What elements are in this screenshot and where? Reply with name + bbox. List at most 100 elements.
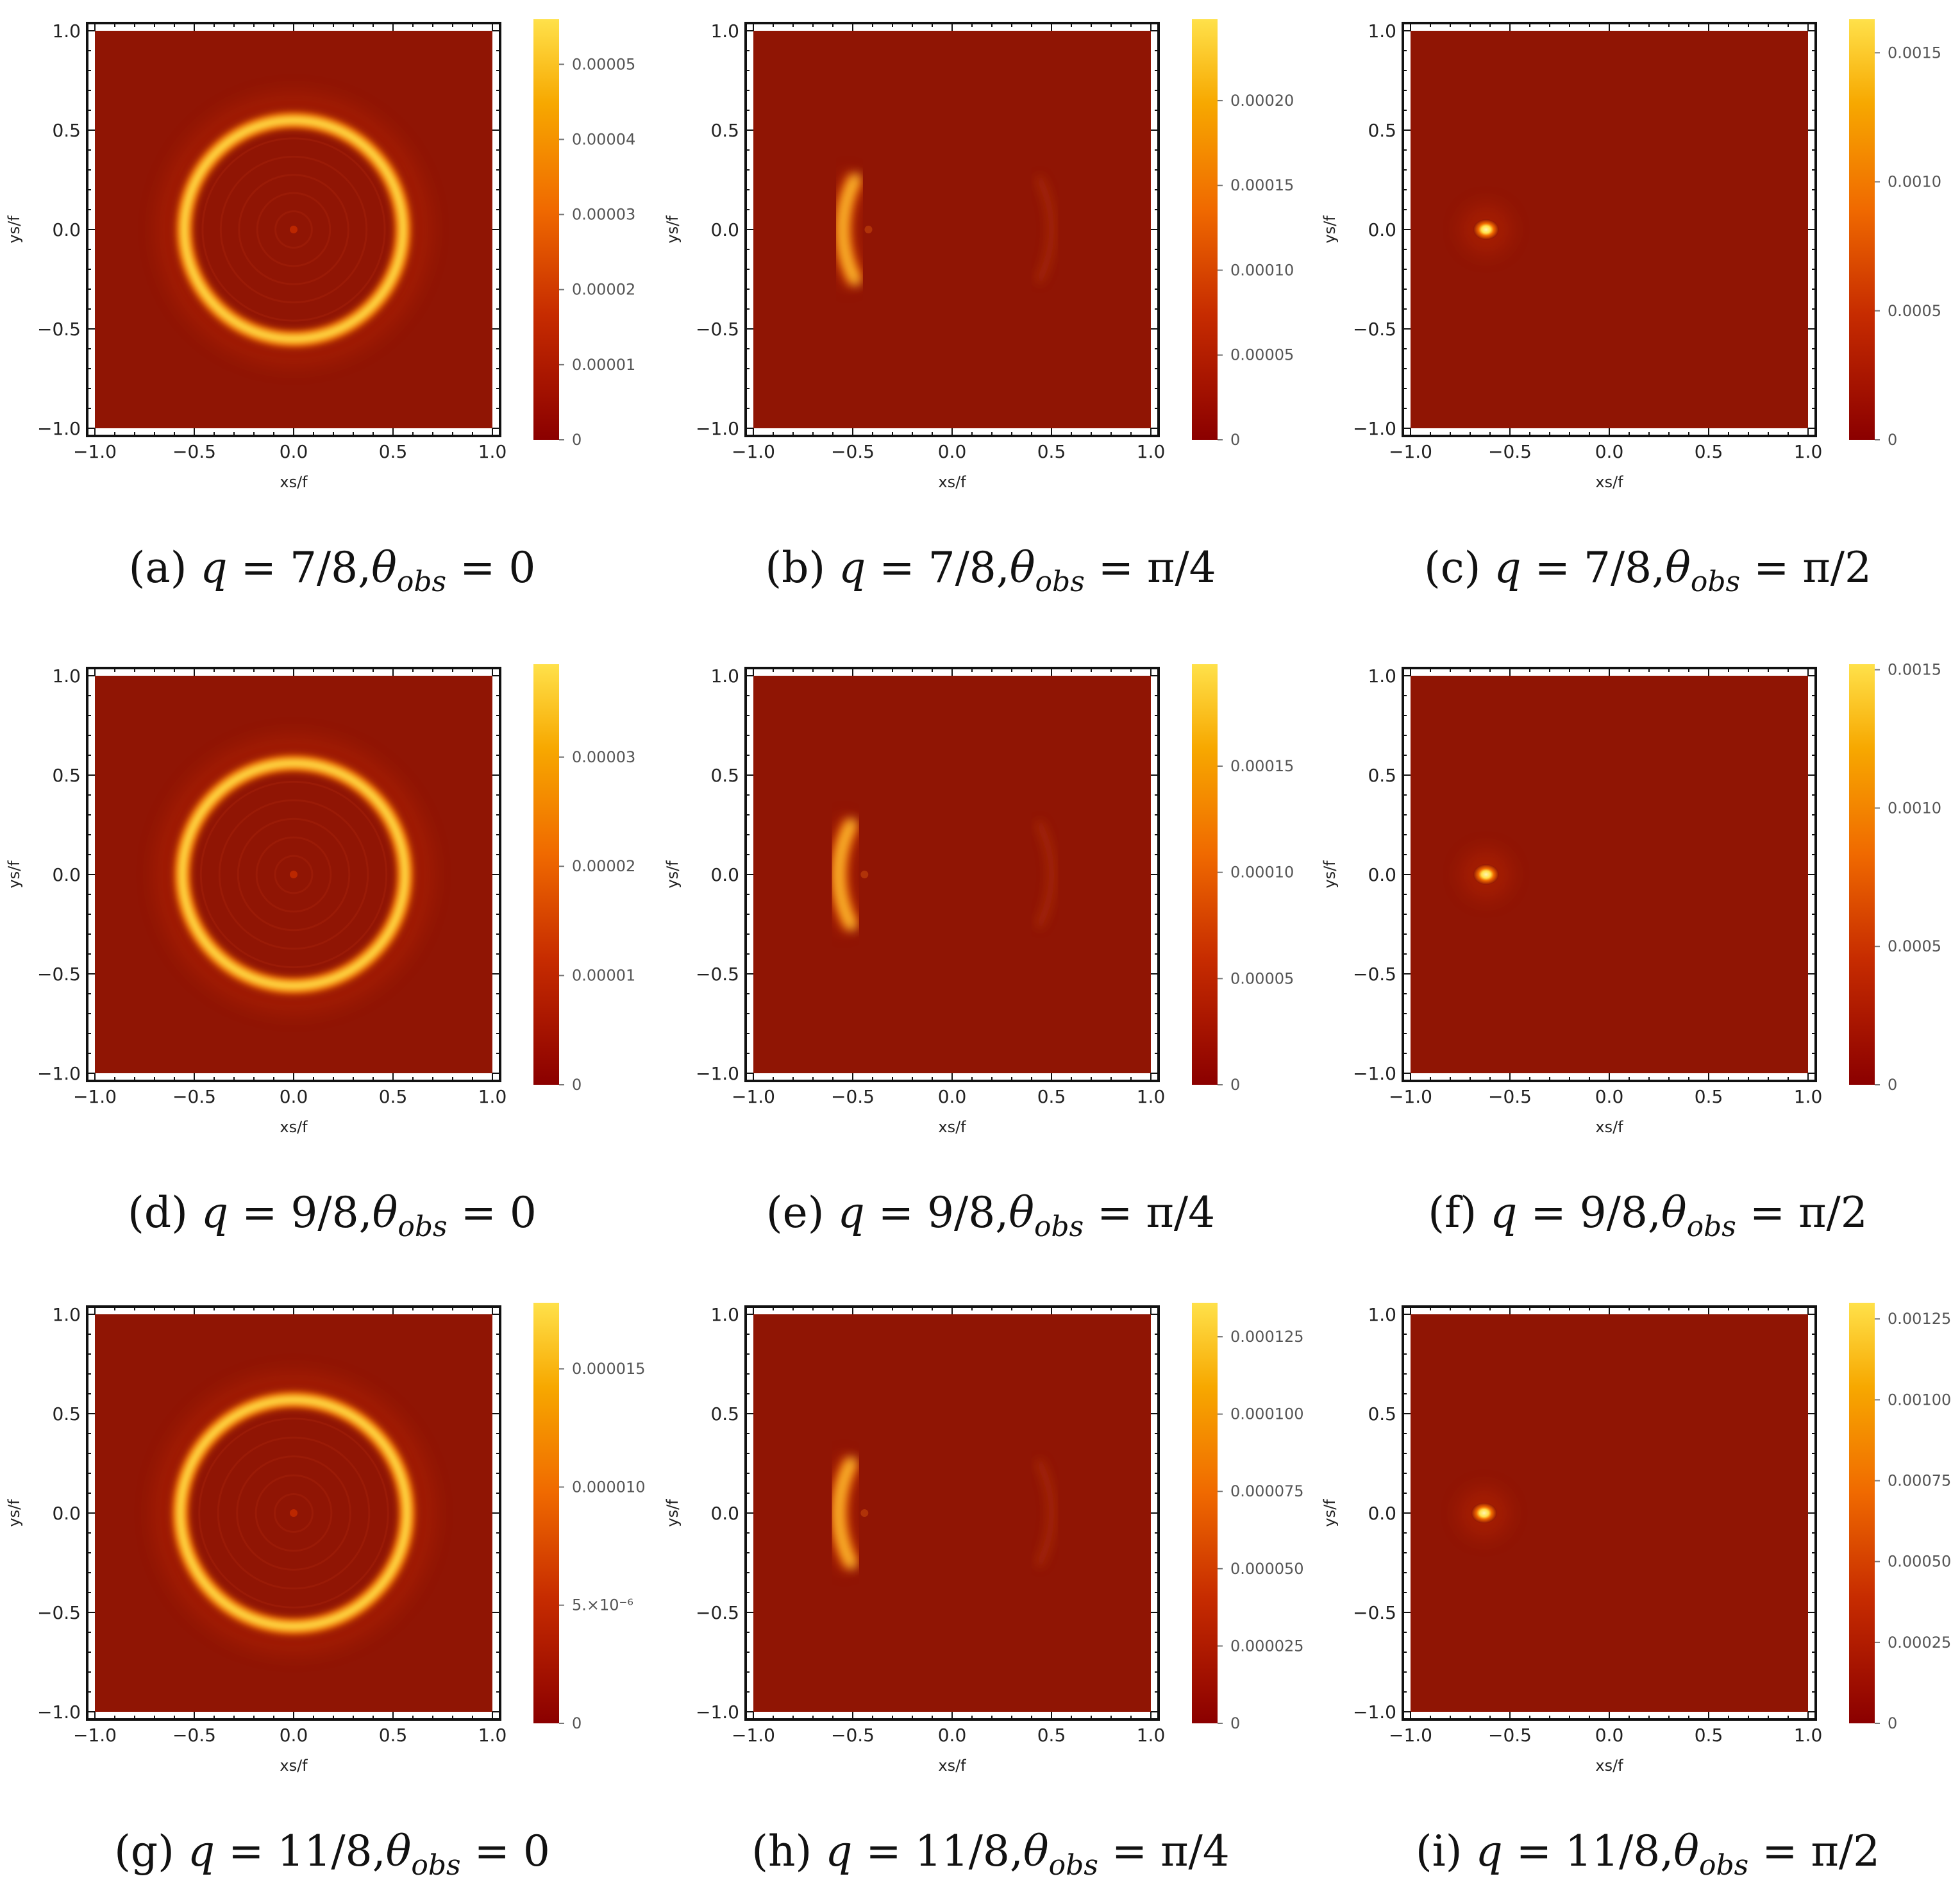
y-tick-label: 1.0 (710, 1304, 739, 1325)
y-tick-label: 1.0 (52, 1304, 81, 1325)
x-tick-label: 0.0 (1595, 1725, 1624, 1746)
x-tick-label: −1.0 (732, 1086, 775, 1107)
panel-h: −1.0 −0.5 0.0 0.5 1.0 −1.0 −0.5 0.0 0.5 1.0 xs/f ys… (664, 1303, 1304, 1882)
center-spot (290, 1509, 297, 1517)
colorbar-tick-label: 0.00005 (1230, 346, 1294, 364)
x-tick-label: −0.5 (1488, 1086, 1532, 1107)
caption-q: 9/8, (290, 1188, 372, 1237)
heatmap-background (753, 31, 1151, 428)
x-tick-label: 1.0 (1137, 1725, 1166, 1746)
x-tick-label: 1.0 (1137, 441, 1166, 462)
x-tick-label: 0.0 (938, 1725, 967, 1746)
y-tick-label: 1.0 (1368, 21, 1396, 42)
y-tick-label: −0.5 (1353, 964, 1396, 985)
y-tick-label: 0.5 (1368, 765, 1396, 786)
caption-q: 9/8, (927, 1188, 1009, 1237)
caption-prefix: (f) (1428, 1188, 1490, 1237)
panel-b: −1.0 −0.5 0.0 0.5 1.0 −1.0 −0.5 0.0 0.5 1.0 xs/f ys… (664, 19, 1294, 598)
colorbar (1849, 664, 1875, 1085)
arc-center-spot (860, 1509, 869, 1517)
interference-ring (218, 799, 369, 950)
colorbar-tick-label: 0.00003 (572, 206, 635, 224)
faint-arc (1034, 1459, 1055, 1568)
panel-caption: (h) q = 11/8,θobs = π/4 (751, 1827, 1230, 1882)
colorbar (533, 19, 559, 440)
x-tick-label: 1.0 (478, 441, 507, 462)
colorbar (533, 1303, 559, 1723)
panel-i: −1.0 −0.5 0.0 0.5 1.0 −1.0 −0.5 0.0 0.5 1.0 xs/f ys… (1321, 1303, 1951, 1882)
caption-prefix: (h) (751, 1827, 825, 1876)
point-image (1473, 864, 1499, 885)
colorbar (533, 664, 559, 1085)
lensed-arc (835, 1457, 856, 1569)
interference-ring (274, 210, 313, 249)
y-tick-label: −0.5 (37, 1602, 81, 1623)
y-tick-label: 0.5 (52, 120, 81, 141)
y-tick-label: −0.5 (696, 1602, 739, 1623)
colorbar-tick-label: 0.0005 (1888, 302, 1941, 320)
y-tick-label: −1.0 (37, 1063, 81, 1084)
caption-q: 9/8, (1580, 1188, 1661, 1237)
caption-q: 7/8, (928, 543, 1010, 592)
y-axis-label: ys/f (664, 215, 682, 244)
y-axis-label: ys/f (664, 860, 682, 889)
interference-ring (256, 192, 331, 267)
x-tick-label: −1.0 (1389, 1725, 1432, 1746)
colorbar-tick-label: 0.000075 (1230, 1482, 1304, 1500)
caption-prefix: (a) (129, 543, 201, 592)
x-tick-label: 1.0 (478, 1086, 507, 1107)
x-tick-label: 0.0 (938, 441, 967, 462)
x-tick-label: −1.0 (1389, 441, 1432, 462)
frame-ticks (746, 668, 1159, 1081)
panel-caption: (g) q = 11/8,θobs = 0 (114, 1827, 550, 1882)
colorbar-tick-label: 0.00025 (1888, 1634, 1951, 1652)
colorbar-tick-label: 0.00015 (1230, 757, 1294, 775)
x-axis-label: xs/f (1595, 1757, 1623, 1775)
colorbar-tick-label: 0.000015 (572, 1360, 646, 1378)
colorbar-tick-label: 0.00015 (1230, 176, 1294, 194)
caption-prefix: (d) (128, 1188, 201, 1237)
colorbar-tick-label: 0.00001 (572, 356, 635, 374)
y-tick-label: 0.0 (710, 219, 739, 240)
x-tick-label: −1.0 (73, 1725, 117, 1746)
x-tick-label: −1.0 (732, 1725, 775, 1746)
x-tick-label: −1.0 (1389, 1086, 1432, 1107)
y-tick-label: −1.0 (1353, 1702, 1396, 1723)
y-tick-label: 0.5 (1368, 120, 1396, 141)
y-tick-label: −1.0 (37, 418, 81, 439)
center-spot (290, 871, 297, 878)
x-tick-label: 0.0 (1595, 441, 1624, 462)
colorbar-tick-label: 0 (572, 431, 582, 449)
y-tick-label: −1.0 (37, 1702, 81, 1723)
interference-ring (236, 1455, 351, 1571)
y-tick-label: 1.0 (710, 665, 739, 687)
y-tick-label: −0.5 (37, 964, 81, 985)
colorbar-tick-label: 0.00002 (572, 857, 635, 875)
heatmap-background (753, 676, 1151, 1073)
x-axis-label: xs/f (280, 1118, 308, 1136)
x-tick-label: −0.5 (172, 1725, 216, 1746)
panel-g: −1.0 −0.5 0.0 0.5 1.0 −1.0 −0.5 0.0 0.5 1.0 xs/f ys… (5, 1303, 646, 1882)
caption-prefix: (g) (114, 1827, 188, 1876)
panel-caption: (i) q = 11/8,θobs = π/2 (1416, 1827, 1880, 1882)
y-axis-label: ys/f (664, 1499, 682, 1527)
colorbar-tick-label: 0 (1230, 1076, 1240, 1094)
y-tick-label: 1.0 (1368, 1304, 1396, 1325)
interference-ring (201, 137, 386, 322)
einstein-ring (180, 116, 407, 343)
y-tick-label: −0.5 (1353, 319, 1396, 340)
y-tick-label: −1.0 (696, 1063, 739, 1084)
x-tick-label: 0.0 (280, 441, 308, 462)
x-tick-label: 0.5 (379, 441, 408, 462)
einstein-ring (178, 759, 409, 990)
x-tick-label: 0.0 (280, 1725, 308, 1746)
colorbar-tick-label: 0.00125 (1888, 1310, 1951, 1328)
y-tick-label: 0.0 (710, 1503, 739, 1524)
caption-q: 11/8, (915, 1827, 1023, 1876)
center-spot (290, 226, 297, 233)
panel-caption: (e) q = 9/8,θobs = π/4 (766, 1188, 1215, 1243)
arc-center-spot (864, 226, 873, 233)
x-tick-label: 0.0 (280, 1086, 308, 1107)
caption-theta: π/2 (1798, 1188, 1868, 1237)
